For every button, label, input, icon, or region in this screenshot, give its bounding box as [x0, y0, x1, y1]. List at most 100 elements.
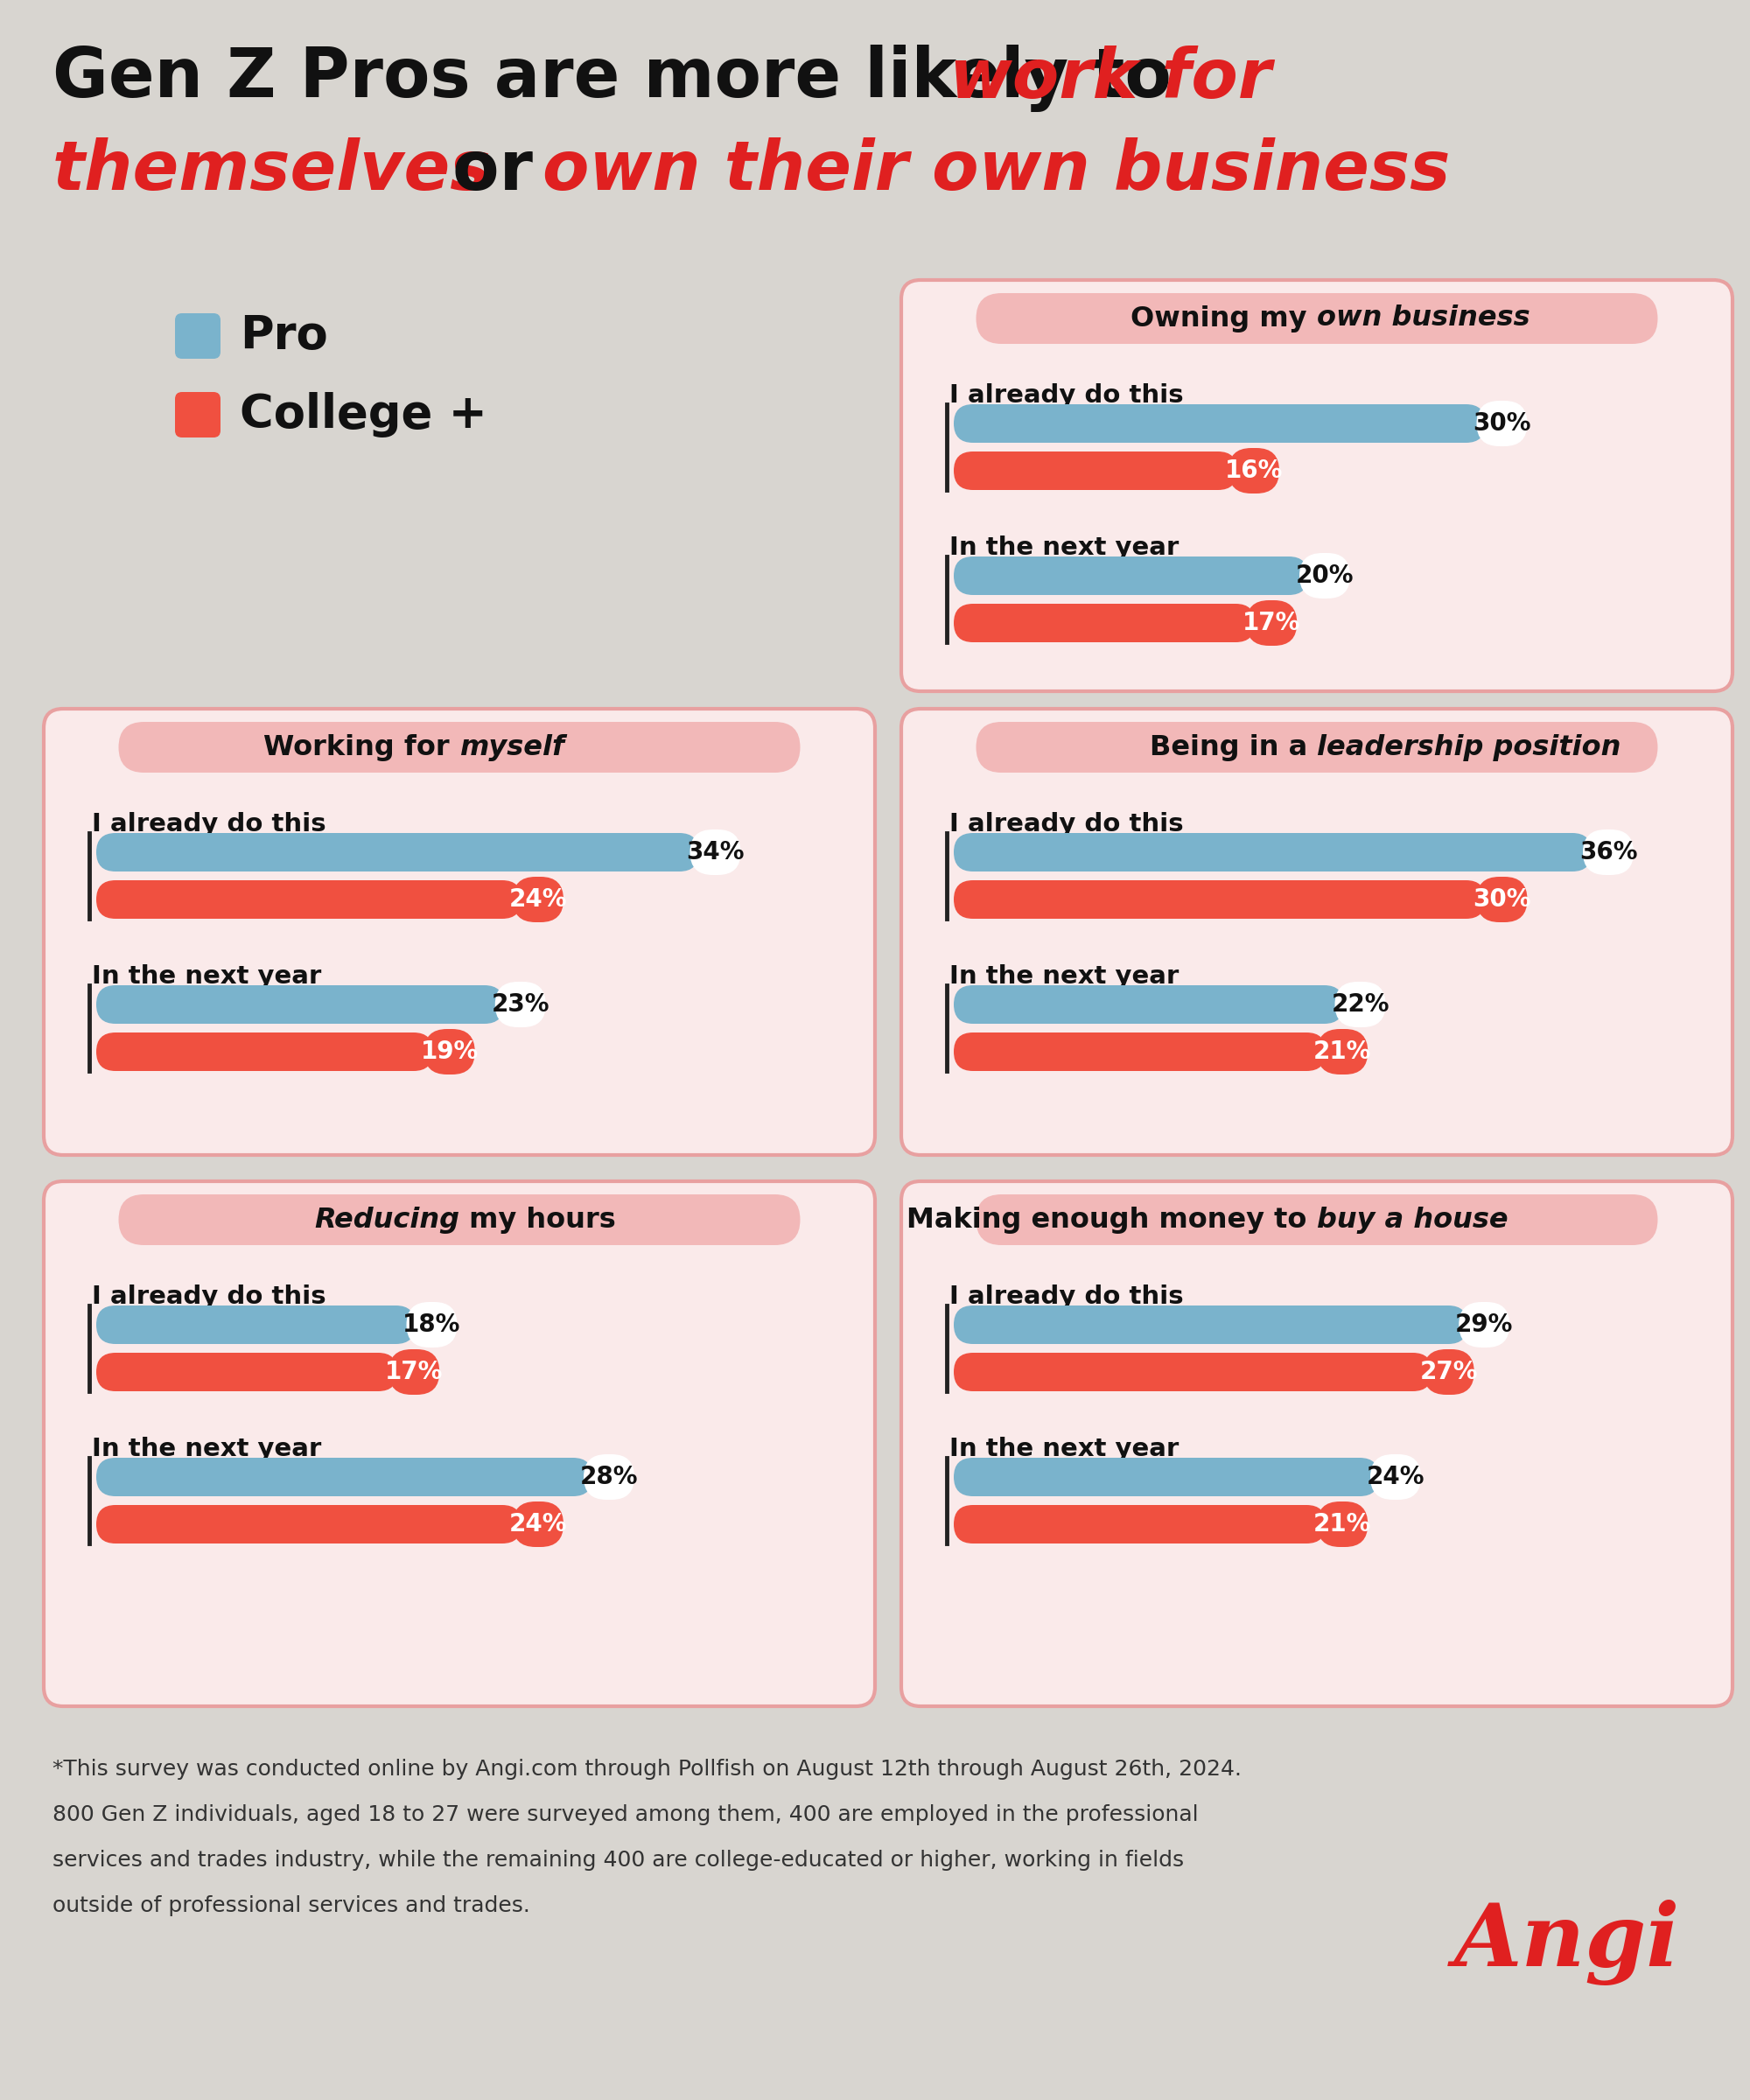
FancyBboxPatch shape [954, 985, 1344, 1023]
Text: I already do this: I already do this [948, 382, 1183, 407]
Text: 23%: 23% [492, 991, 550, 1016]
Text: 800 Gen Z individuals, aged 18 to 27 were surveyed among them, 400 are employed : 800 Gen Z individuals, aged 18 to 27 wer… [52, 1804, 1199, 1825]
FancyBboxPatch shape [954, 1033, 1326, 1071]
FancyBboxPatch shape [901, 1180, 1732, 1705]
Text: College +: College + [240, 393, 486, 437]
FancyBboxPatch shape [976, 1195, 1657, 1245]
Text: 34%: 34% [686, 840, 744, 865]
FancyBboxPatch shape [1335, 981, 1386, 1027]
Text: I already do this: I already do this [948, 813, 1183, 836]
Text: myself: myself [458, 733, 564, 760]
FancyBboxPatch shape [119, 1195, 800, 1245]
Text: Working for: Working for [264, 733, 458, 760]
Text: outside of professional services and trades.: outside of professional services and tra… [52, 1894, 530, 1915]
FancyBboxPatch shape [1423, 1348, 1474, 1394]
Text: buy a house: buy a house [1318, 1205, 1508, 1233]
FancyBboxPatch shape [96, 880, 522, 920]
Text: 24%: 24% [509, 886, 567, 911]
FancyBboxPatch shape [1460, 1302, 1510, 1348]
Text: In the next year: In the next year [91, 1436, 322, 1462]
FancyBboxPatch shape [954, 1306, 1468, 1344]
FancyBboxPatch shape [976, 722, 1657, 773]
FancyBboxPatch shape [1477, 401, 1528, 445]
Text: own their own business: own their own business [542, 136, 1451, 204]
FancyBboxPatch shape [96, 1033, 432, 1071]
FancyBboxPatch shape [1228, 447, 1279, 494]
Text: In the next year: In the next year [948, 964, 1180, 989]
FancyBboxPatch shape [175, 313, 220, 359]
Text: 20%: 20% [1295, 563, 1354, 588]
FancyBboxPatch shape [954, 880, 1486, 920]
Text: In the next year: In the next year [948, 1436, 1180, 1462]
FancyBboxPatch shape [1477, 878, 1528, 922]
Text: leadership position: leadership position [1318, 733, 1620, 760]
Text: 24%: 24% [509, 1512, 567, 1537]
FancyBboxPatch shape [954, 403, 1486, 443]
FancyBboxPatch shape [976, 294, 1657, 344]
Text: own business: own business [1318, 304, 1530, 332]
FancyBboxPatch shape [406, 1302, 457, 1348]
Text: Angi: Angi [1454, 1900, 1680, 1984]
Text: 21%: 21% [1314, 1040, 1372, 1065]
Text: 27%: 27% [1419, 1361, 1477, 1384]
FancyBboxPatch shape [584, 1453, 633, 1499]
FancyBboxPatch shape [175, 393, 220, 437]
FancyBboxPatch shape [954, 834, 1592, 872]
FancyBboxPatch shape [954, 605, 1255, 643]
Text: 29%: 29% [1456, 1312, 1514, 1338]
Text: In the next year: In the next year [91, 964, 322, 989]
FancyBboxPatch shape [690, 830, 740, 876]
FancyBboxPatch shape [119, 722, 800, 773]
FancyBboxPatch shape [901, 708, 1732, 1155]
FancyBboxPatch shape [96, 834, 698, 872]
FancyBboxPatch shape [1582, 830, 1634, 876]
Text: Making enough money to: Making enough money to [906, 1205, 1318, 1233]
FancyBboxPatch shape [1318, 1502, 1368, 1548]
Text: 36%: 36% [1578, 840, 1638, 865]
Text: 22%: 22% [1332, 991, 1390, 1016]
Text: I already do this: I already do this [948, 1285, 1183, 1308]
Text: work for: work for [948, 46, 1272, 111]
Text: In the next year: In the next year [948, 536, 1180, 561]
Text: I already do this: I already do this [91, 1285, 326, 1308]
FancyBboxPatch shape [513, 1502, 564, 1548]
FancyBboxPatch shape [44, 708, 875, 1155]
FancyBboxPatch shape [96, 1352, 397, 1390]
Text: services and trades industry, while the remaining 400 are college-educated or hi: services and trades industry, while the … [52, 1850, 1185, 1871]
FancyBboxPatch shape [1370, 1453, 1421, 1499]
Text: 17%: 17% [385, 1361, 443, 1384]
FancyBboxPatch shape [96, 1306, 415, 1344]
Text: 21%: 21% [1314, 1512, 1372, 1537]
Text: or: or [429, 136, 556, 204]
FancyBboxPatch shape [495, 981, 546, 1027]
FancyBboxPatch shape [96, 985, 504, 1023]
FancyBboxPatch shape [1318, 1029, 1368, 1075]
Text: *This survey was conducted online by Angi.com through Pollfish on August 12th th: *This survey was conducted online by Ang… [52, 1760, 1242, 1781]
Text: Reducing: Reducing [315, 1205, 458, 1233]
FancyBboxPatch shape [1246, 601, 1297, 647]
FancyBboxPatch shape [954, 452, 1237, 489]
Text: 16%: 16% [1225, 458, 1283, 483]
Text: 28%: 28% [579, 1466, 639, 1489]
FancyBboxPatch shape [1298, 552, 1351, 598]
Text: Being in a: Being in a [1150, 733, 1318, 760]
Text: I already do this: I already do this [91, 813, 326, 836]
FancyBboxPatch shape [901, 279, 1732, 691]
FancyBboxPatch shape [954, 1457, 1379, 1495]
FancyBboxPatch shape [954, 1506, 1326, 1544]
Text: 19%: 19% [420, 1040, 478, 1065]
Text: themselves: themselves [52, 136, 492, 204]
FancyBboxPatch shape [954, 556, 1309, 594]
FancyBboxPatch shape [424, 1029, 474, 1075]
Text: Pro: Pro [240, 313, 327, 359]
Text: 24%: 24% [1367, 1466, 1424, 1489]
Text: Gen Z Pros are more likely to: Gen Z Pros are more likely to [52, 44, 1195, 113]
FancyBboxPatch shape [96, 1506, 522, 1544]
Text: 17%: 17% [1242, 611, 1300, 634]
FancyBboxPatch shape [96, 1457, 592, 1495]
Text: 30%: 30% [1474, 412, 1531, 435]
FancyBboxPatch shape [954, 1352, 1431, 1390]
Text: my hours: my hours [458, 1205, 616, 1233]
FancyBboxPatch shape [388, 1348, 439, 1394]
Text: 18%: 18% [402, 1312, 460, 1338]
